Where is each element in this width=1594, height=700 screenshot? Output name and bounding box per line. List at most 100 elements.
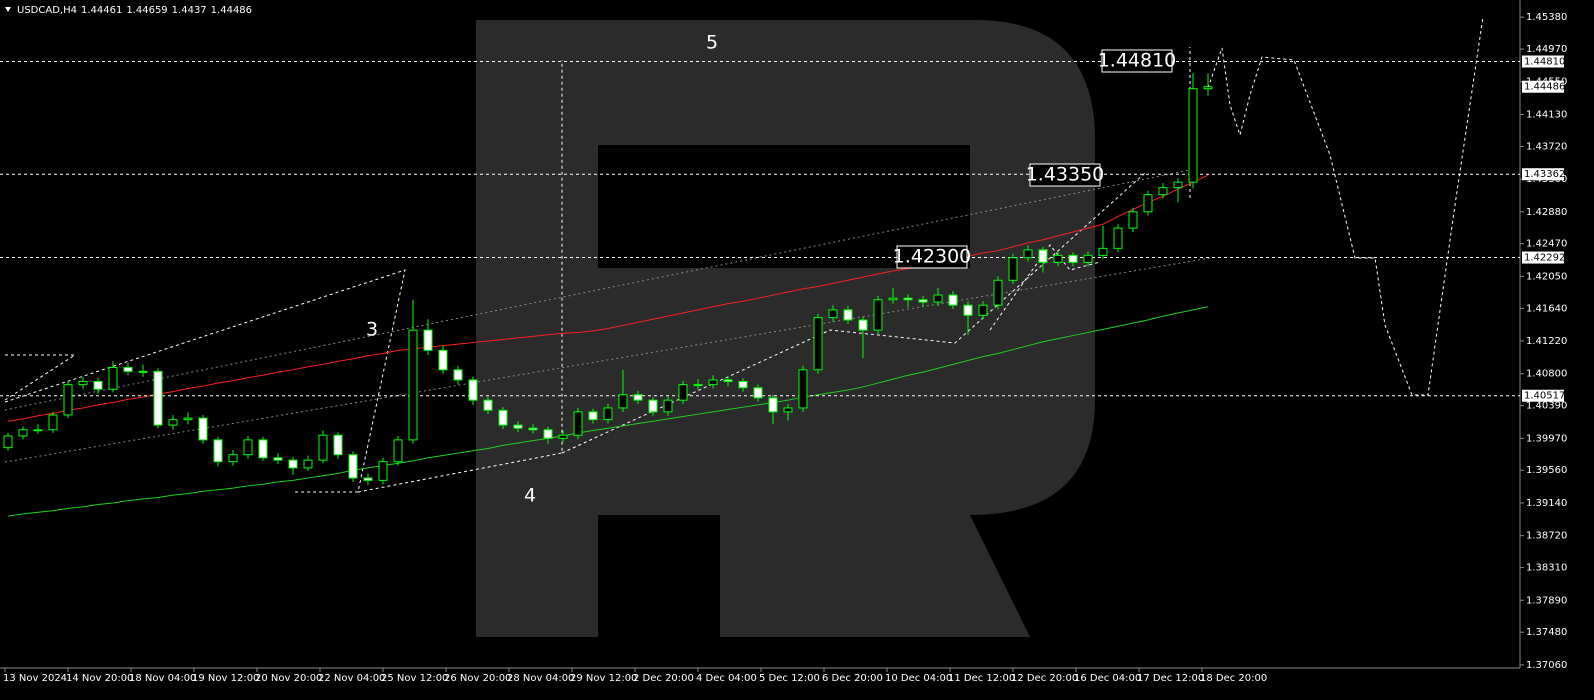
- candle-body: [963, 304, 973, 316]
- candle-body: [1158, 187, 1168, 196]
- candle-body: [198, 417, 208, 441]
- annotation: 4: [524, 485, 536, 507]
- candle-body: [648, 399, 658, 413]
- level-label: 1.40517: [1524, 391, 1565, 402]
- y-tick-label: 1.39560: [1526, 465, 1567, 476]
- x-tick-label: 22 Nov 04:00: [318, 673, 385, 684]
- candle-body: [828, 309, 838, 319]
- candle-body: [1188, 88, 1198, 183]
- x-tick-label: 5 Dec 12:00: [759, 673, 820, 684]
- x-tick-label: 28 Nov 04:00: [507, 673, 574, 684]
- candle-body: [393, 439, 403, 463]
- y-tick-label: 1.37060: [1526, 660, 1567, 671]
- y-tick-label: 1.43720: [1526, 141, 1567, 152]
- y-tick-label: 1.40390: [1526, 401, 1567, 412]
- candle-body: [843, 309, 853, 321]
- moving-average: [7, 306, 1209, 517]
- x-tick-label: 26 Nov 20:00: [444, 673, 511, 684]
- level-label: 1.44810: [1524, 57, 1565, 68]
- candle-body: [453, 369, 463, 381]
- x-tick-label: 10 Dec 04:00: [885, 673, 952, 684]
- y-tick-label: 1.38310: [1526, 563, 1567, 574]
- candle-body: [93, 380, 103, 390]
- x-tick-label: 16 Dec 04:00: [1074, 673, 1141, 684]
- candle-body: [348, 454, 358, 479]
- candle-body: [663, 399, 673, 413]
- candle-body: [378, 461, 388, 481]
- candle-body: [33, 429, 43, 432]
- x-tick-label: 17 Dec 12:00: [1137, 673, 1204, 684]
- candle-body: [603, 407, 613, 421]
- symbol: USDCAD,H4: [17, 5, 77, 16]
- x-tick-label: 18 Dec 20:00: [1200, 673, 1267, 684]
- candle-body: [993, 279, 1003, 306]
- high: 1.44659: [126, 5, 167, 16]
- close: 1.44486: [211, 5, 252, 16]
- candle-body: [1008, 257, 1018, 281]
- candle-body: [798, 369, 808, 409]
- candle-body: [903, 297, 913, 301]
- candle-body: [78, 380, 88, 386]
- x-tick-label: 18 Nov 04:00: [129, 673, 196, 684]
- candle-body: [1113, 227, 1123, 249]
- candle-body: [528, 427, 538, 431]
- candle-body: [258, 439, 268, 459]
- y-tick-label: 1.39970: [1526, 433, 1567, 444]
- candle-body: [1128, 211, 1138, 229]
- price-box: [1522, 80, 1564, 93]
- candle-body: [153, 370, 163, 426]
- candle-body: [573, 411, 583, 436]
- candle-body: [1023, 249, 1033, 259]
- candle-body: [468, 379, 478, 401]
- y-tick-label: 1.39140: [1526, 498, 1567, 509]
- candle-body: [168, 419, 178, 426]
- x-tick-label: 2 Dec 20:00: [633, 673, 694, 684]
- candle-body: [243, 439, 253, 456]
- candle-body: [363, 477, 373, 481]
- candle-body: [513, 424, 523, 429]
- channel-lines: [4, 169, 1211, 463]
- candle-body: [858, 319, 868, 331]
- x-tick-label: 14 Nov 20:00: [66, 673, 133, 684]
- candle-body: [18, 429, 28, 437]
- level-label: 1.43362: [1524, 169, 1565, 180]
- annotation: 3: [366, 319, 378, 341]
- candle-body: [1068, 254, 1078, 263]
- x-tick-label: 20 Nov 20:00: [255, 673, 322, 684]
- candle-body: [708, 379, 718, 386]
- candle-body: [1098, 247, 1108, 256]
- candle-body: [693, 384, 703, 387]
- y-tick-label: 1.40800: [1526, 369, 1567, 380]
- x-tick-label: 4 Dec 04:00: [696, 673, 757, 684]
- y-tick-label: 1.38720: [1526, 531, 1567, 542]
- candle-body: [738, 380, 748, 389]
- candle-body: [183, 417, 193, 421]
- candle-body: [288, 459, 298, 469]
- candle-body: [783, 407, 793, 413]
- candle-body: [1203, 86, 1213, 90]
- candle-body: [558, 434, 568, 439]
- y-tick-label: 1.44970: [1526, 44, 1567, 55]
- low: 1.4437: [172, 5, 207, 16]
- y-tick-label: 1.44130: [1526, 109, 1567, 120]
- x-tick-label: 12 Dec 20:00: [1011, 673, 1078, 684]
- x-tick-label: 11 Dec 12:00: [948, 673, 1015, 684]
- candle-body: [483, 399, 493, 411]
- level-label: 1.42292: [1524, 253, 1565, 264]
- candle-body: [108, 366, 118, 390]
- candle-body: [918, 299, 928, 303]
- candle-body: [318, 434, 328, 461]
- candle-body: [768, 397, 778, 413]
- y-tick-label: 1.37480: [1526, 627, 1567, 638]
- candle-body: [63, 384, 73, 416]
- candle-body: [123, 366, 133, 372]
- candle-body: [138, 370, 148, 373]
- candle-body: [618, 394, 628, 409]
- annotation-box: [896, 245, 968, 269]
- candle-body: [1143, 194, 1153, 213]
- level-label-box: [1522, 55, 1564, 68]
- annotation: 5: [706, 32, 718, 54]
- annotation-box: [1101, 49, 1173, 73]
- y-tick-label: 1.37890: [1526, 595, 1567, 606]
- level-label-box: [1522, 389, 1564, 402]
